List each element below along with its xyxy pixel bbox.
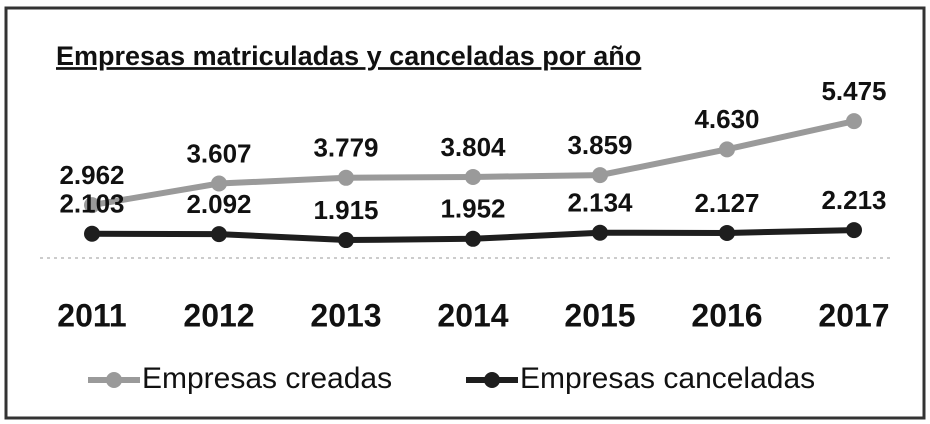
x-tick-label: 2011 (57, 297, 126, 333)
data-label: 3.779 (313, 133, 378, 163)
data-label: 2.127 (694, 188, 759, 218)
point (211, 175, 227, 192)
data-label: 2.962 (59, 160, 124, 190)
data-label: 2.213 (821, 185, 886, 215)
chart-title: Empresas matriculadas y canceladas por a… (56, 41, 641, 71)
point (465, 230, 481, 247)
point (338, 232, 354, 249)
legend-label: Empresas canceladas (520, 362, 815, 395)
data-label: 2.134 (567, 188, 633, 218)
data-label: 3.859 (567, 130, 632, 160)
point (338, 169, 354, 186)
data-label: 1.915 (313, 195, 378, 225)
x-tick-label: 2017 (818, 297, 889, 333)
point (592, 224, 608, 241)
data-label: 3.607 (186, 138, 251, 168)
x-tick-label: 2012 (183, 297, 254, 333)
x-tick-label: 2016 (691, 297, 762, 333)
point (719, 224, 735, 241)
point (719, 141, 735, 158)
point (846, 222, 862, 239)
point (84, 225, 100, 242)
data-label: 2.103 (59, 189, 124, 219)
legend-label: Empresas creadas (142, 362, 392, 395)
data-label: 2.092 (186, 189, 251, 219)
frame (4, 6, 926, 420)
point (592, 167, 608, 184)
x-tick-label: 2013 (310, 297, 381, 333)
data-label: 1.952 (440, 194, 505, 224)
data-label: 4.630 (694, 104, 759, 134)
data-label: 3.804 (440, 132, 506, 162)
x-tick-label: 2015 (564, 297, 635, 333)
legend-marker (484, 372, 500, 388)
point (846, 113, 862, 130)
point (211, 226, 227, 243)
data-label: 5.475 (821, 76, 886, 106)
x-tick-label: 2014 (437, 297, 508, 333)
point (465, 168, 481, 185)
point (84, 197, 100, 214)
legend-marker (106, 372, 122, 388)
